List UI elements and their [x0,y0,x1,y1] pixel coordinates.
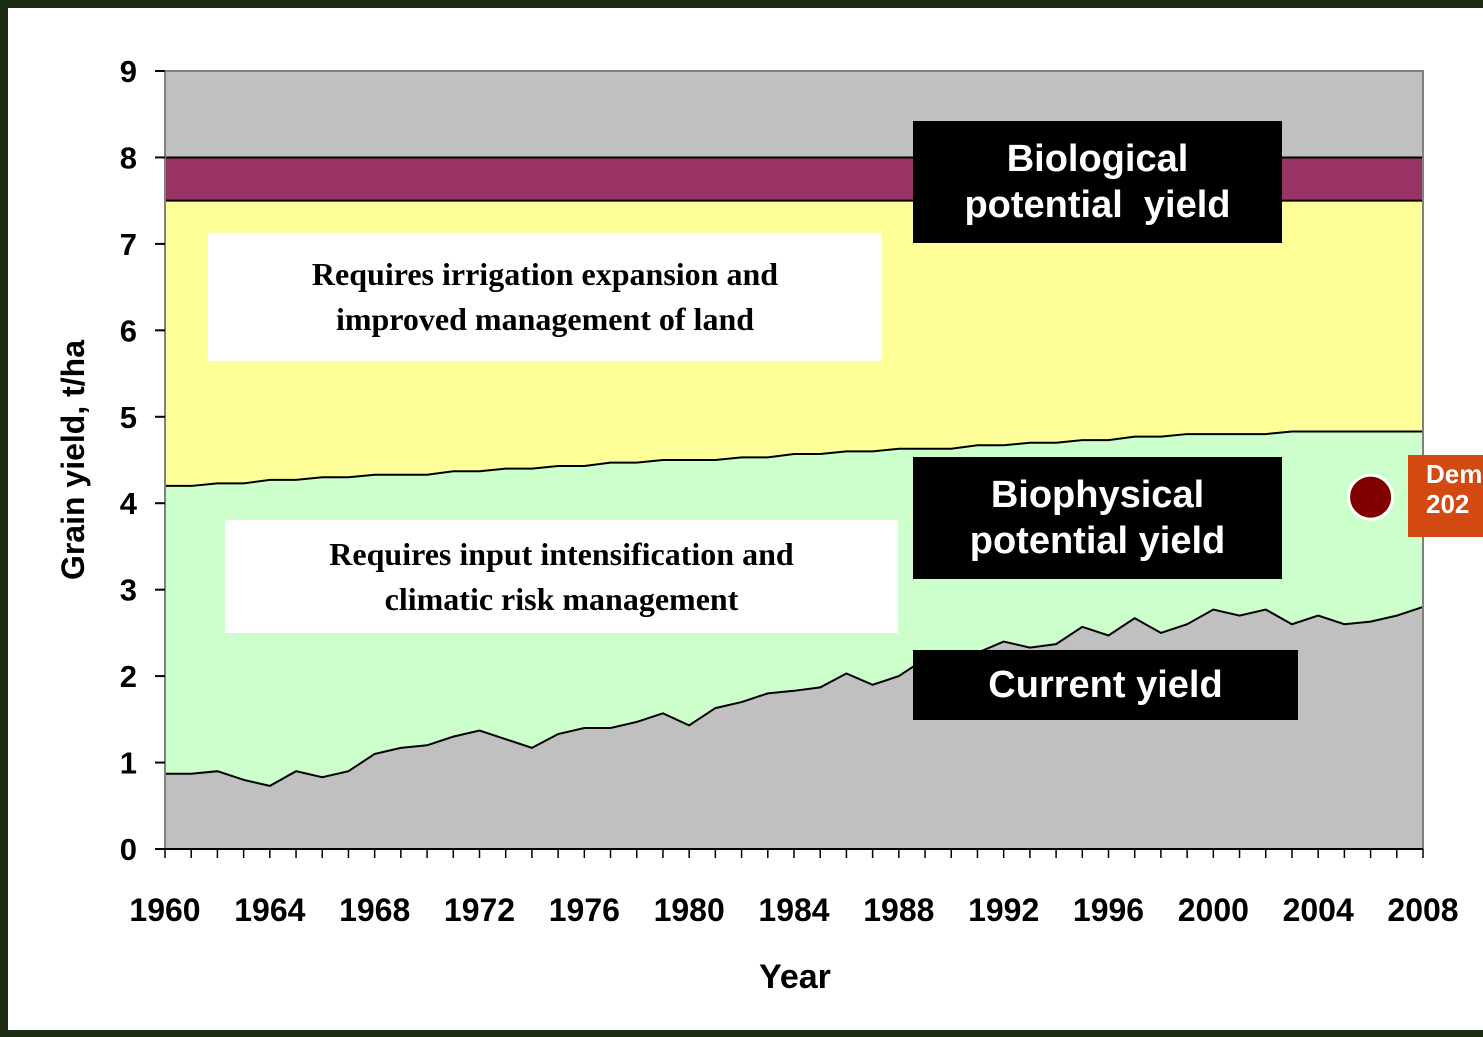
y-tick-label: 2 [120,659,137,694]
y-tick-label: 0 [120,832,137,867]
annotation: Requires irrigation expansion and improv… [208,233,882,361]
x-axis-title: Year [759,958,831,996]
y-tick-label: 7 [120,227,137,262]
x-tick-label: 2000 [1178,892,1249,928]
x-tick-label: 2004 [1283,892,1354,928]
y-tick-label: 1 [120,746,137,781]
series-label: Biophysical potential yield [913,457,1282,579]
x-tick-label: 1988 [863,892,934,928]
point [1347,473,1395,521]
line [165,430,1423,487]
x-tick-label: 1984 [758,892,829,928]
x-tick-label: 2008 [1387,892,1458,928]
y-tick-label: 6 [120,313,137,348]
series-label: Current yield [913,650,1298,720]
line [165,606,1424,787]
y-tick-label: 9 [120,54,137,89]
x-tick-label: 1976 [549,892,620,928]
x-tick-label: 1996 [1073,892,1144,928]
y-tick-label: 8 [120,140,137,175]
x-tick-label: 1964 [234,892,305,928]
point-label: Dem 202 [1408,455,1483,537]
x-tick-label: 1980 [654,892,725,928]
y-tick-label: 5 [120,400,137,435]
y-tick-label: 4 [120,486,138,521]
x-tick-label: 1968 [339,892,410,928]
x-tick-label: 1960 [129,892,200,928]
y-axis-title: Grain yield, t/ha [55,340,91,580]
band-label: Biological potential yield [913,121,1282,243]
x-tick-label: 1972 [444,892,515,928]
y-tick-label: 3 [120,573,137,608]
annotation: Requires input intensification and clima… [225,520,898,633]
x-tick-label: 1992 [968,892,1039,928]
